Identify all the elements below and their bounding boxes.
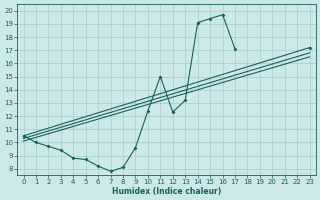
X-axis label: Humidex (Indice chaleur): Humidex (Indice chaleur) [112,187,221,196]
